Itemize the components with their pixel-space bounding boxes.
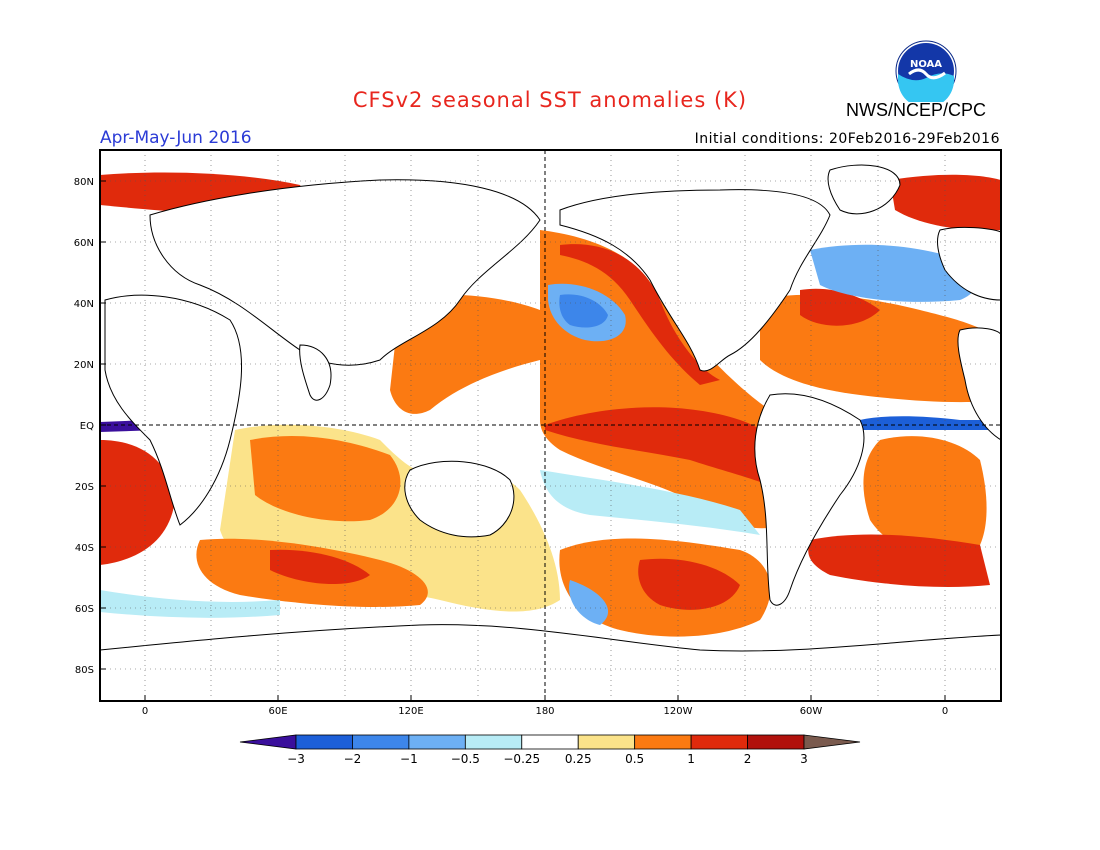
el-nino-core: [545, 407, 783, 490]
africa-east-edge: [957, 327, 1001, 441]
noaa-logo-text: NOAA: [910, 59, 942, 70]
season-label: Apr-May-Jun 2016: [100, 128, 252, 148]
lon-tick-label: 60E: [268, 706, 287, 717]
colorbar-segment: [690, 734, 748, 750]
colorbar-max-arrow: [803, 734, 861, 750]
continents: [100, 164, 1001, 701]
lon-tick-label: 0: [142, 706, 148, 717]
lon-tick-label: 180: [535, 706, 554, 717]
lat-tick-label: 60N: [74, 238, 94, 249]
colorbar-segment: [634, 734, 692, 750]
antarctica: [100, 624, 1001, 701]
lat-tick-label: 40S: [75, 543, 94, 554]
colorbar-label: −2: [344, 752, 362, 766]
arctic-warm-east: [890, 174, 1001, 231]
initial-conditions-label: Initial conditions: 20Feb2016-29Feb2016: [694, 131, 1000, 147]
colorbar-label: 0.5: [625, 752, 644, 766]
lat-axis: 80N 60N 40N 20N EQ 20S 40S 60S 80S: [74, 177, 106, 676]
greenland: [827, 164, 901, 215]
lat-tick-label: 20S: [75, 482, 94, 493]
atlantic-equatorial-cool: [860, 416, 1001, 430]
lon-tick-label: 120W: [664, 706, 693, 717]
colorbar-label: 3: [800, 752, 808, 766]
colorbar-label: −3: [287, 752, 305, 766]
south-america: [754, 393, 865, 606]
lat-tick-label: EQ: [80, 421, 94, 432]
lat-tick-label: 80N: [74, 177, 94, 188]
colorbar-label: −1: [400, 752, 418, 766]
lat-tick-label: 40N: [74, 299, 94, 310]
colorbar-segment: [521, 734, 579, 750]
ne-pacific-warm: [560, 244, 720, 385]
colorbar-label: 1: [687, 752, 695, 766]
colorbar-segment: [295, 734, 353, 750]
africa: [104, 294, 243, 526]
lon-axis: 0 60E 120E 180 120W 60W 0: [142, 695, 948, 717]
colorbar-segment: [408, 734, 466, 750]
south-atlantic-warm: [863, 436, 987, 561]
lon-tick-label: 0: [942, 706, 948, 717]
colorbar-label: 2: [744, 752, 752, 766]
colorbar-segment: [464, 734, 523, 750]
india: [299, 344, 332, 401]
agency-label: NWS/NCEP/CPC: [846, 100, 987, 120]
eurasia-west: [149, 179, 541, 366]
eurasia-east: [937, 226, 1001, 301]
noaa-logo: NOAA: [895, 40, 957, 102]
map-title: CFSv2 seasonal SST anomalies (K): [352, 88, 748, 112]
lat-tick-label: 80S: [75, 665, 94, 676]
lat-tick-label: 20N: [74, 360, 94, 371]
colorbar-label: −0.25: [503, 752, 540, 766]
south-atlantic-east-warm: [100, 440, 175, 565]
north-atlantic-cool: [810, 244, 977, 302]
colorbar-segment: [577, 734, 636, 750]
lon-tick-label: 120E: [398, 706, 423, 717]
colorbar-min-arrow: [239, 734, 297, 750]
lat-tick-label: 60S: [75, 604, 94, 615]
colorbar-label: 0.25: [565, 752, 592, 766]
australia: [404, 460, 515, 538]
colorbar-segment: [352, 734, 410, 750]
north-america: [559, 189, 831, 372]
colorbar: −3 −2 −1 −0.5 −0.25 0.25 0.5 1 2 3: [239, 734, 861, 766]
lon-tick-label: 60W: [800, 706, 823, 717]
colorbar-label: −0.5: [451, 752, 480, 766]
colorbar-segment: [747, 734, 805, 750]
map-field: [100, 150, 1001, 701]
